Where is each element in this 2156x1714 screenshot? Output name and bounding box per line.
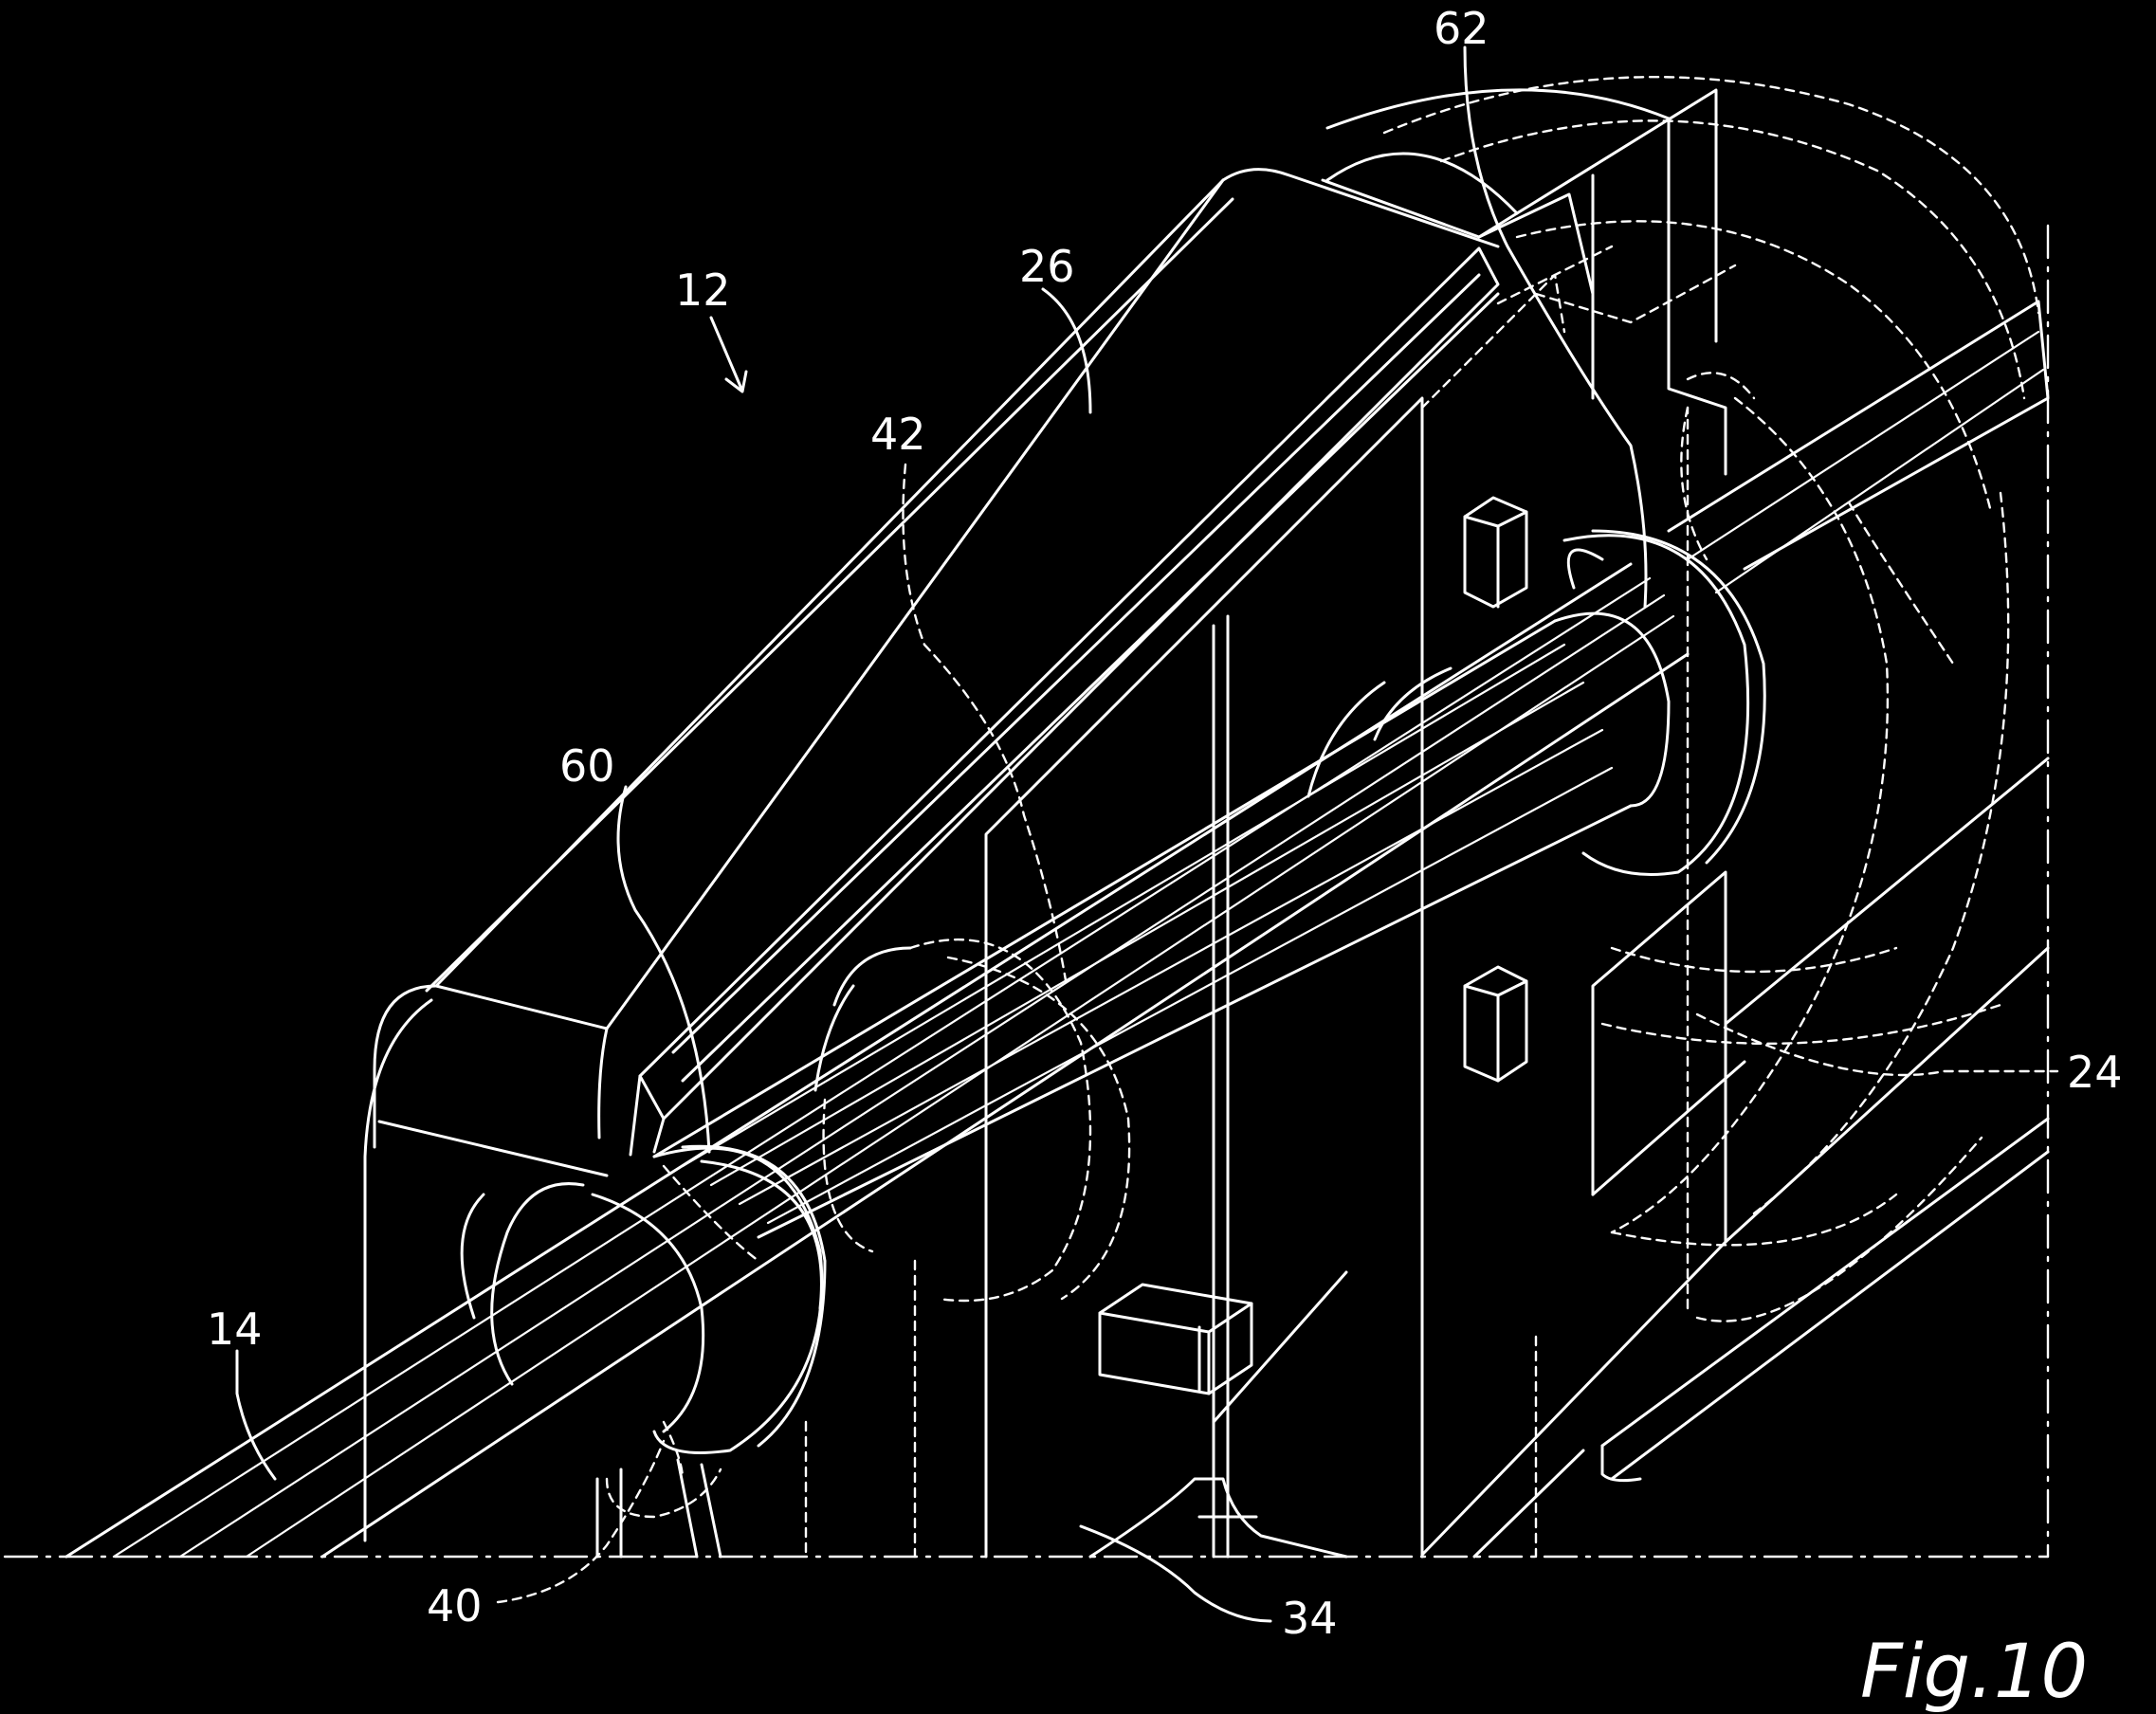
- support-foot-34: [1090, 1479, 1346, 1557]
- leader-60: [618, 787, 709, 1152]
- label-26: 26: [1019, 241, 1075, 292]
- label-34: 34: [1282, 1593, 1338, 1644]
- block-upper: [1465, 498, 1526, 607]
- hidden-verticals: [806, 246, 1735, 1557]
- label-14: 14: [207, 1304, 263, 1355]
- leader-24: [1697, 1014, 2057, 1075]
- wheel-24-hidden: [1384, 77, 2038, 1321]
- leader-14: [237, 1351, 275, 1479]
- leader-40: [498, 1441, 664, 1602]
- figure-caption: Fig.10: [1860, 1630, 2088, 1714]
- shaft-14: [66, 301, 2048, 1557]
- leader-62: [1465, 47, 1646, 607]
- collar-62: [1308, 531, 1764, 875]
- label-12: 12: [675, 264, 731, 316]
- label-62: 62: [1434, 3, 1489, 54]
- leader-34: [1081, 1526, 1270, 1621]
- bearing-40: [597, 1422, 721, 1557]
- label-60: 60: [559, 740, 615, 792]
- label-40: 40: [427, 1580, 483, 1632]
- block-middle: [1465, 967, 1526, 1081]
- label-42: 42: [870, 409, 926, 460]
- label-24: 24: [2067, 1047, 2123, 1098]
